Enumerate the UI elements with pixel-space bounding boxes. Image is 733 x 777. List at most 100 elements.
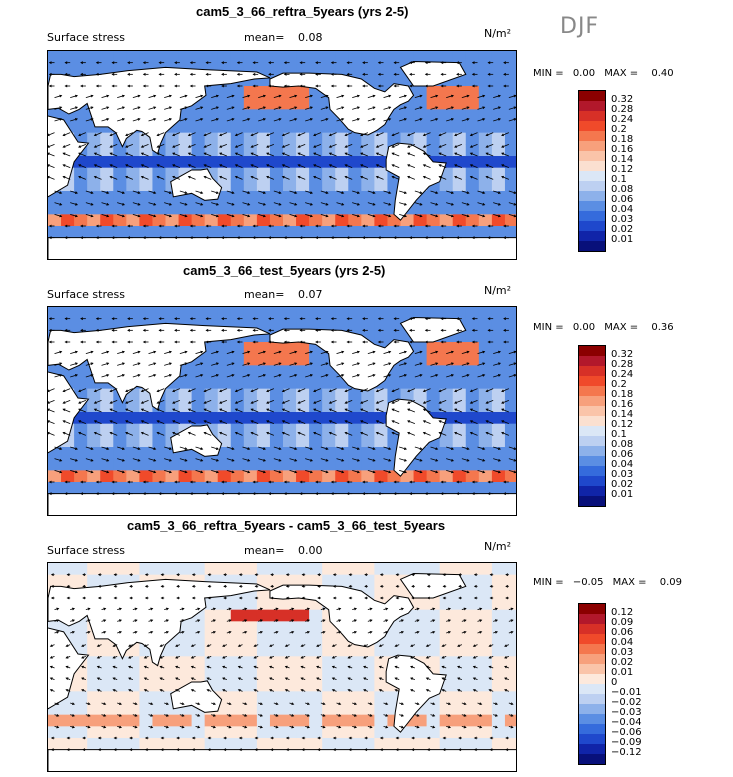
field-cell: [387, 74, 401, 87]
field-cell: [465, 609, 480, 622]
field-cell: [87, 482, 101, 495]
field-cell: [361, 423, 375, 436]
panel-1-map-svg: [48, 51, 516, 259]
wind-vector: [393, 317, 400, 321]
field-cell: [283, 179, 297, 192]
wind-vector: [132, 619, 138, 622]
wind-vector: [54, 374, 63, 378]
field-cell: [478, 644, 493, 657]
wind-vector: [179, 106, 188, 110]
field-cell: [217, 598, 232, 611]
wind-vector: [289, 374, 298, 378]
wind-vector: [266, 399, 275, 404]
wind-vector: [283, 328, 290, 332]
wind-vector: [65, 655, 71, 659]
wind-vector: [352, 607, 357, 611]
wind-vector: [132, 607, 138, 611]
wind-vector: [175, 644, 181, 647]
field-cell: [439, 226, 454, 239]
wind-vector: [172, 388, 181, 393]
field-cell: [204, 726, 219, 739]
land-mass: [48, 66, 271, 155]
wind-vector: [446, 202, 454, 206]
wind-vector: [383, 702, 389, 706]
field-cell: [126, 156, 140, 169]
field-cell: [439, 342, 454, 355]
field-cell: [335, 458, 349, 471]
field-cell: [465, 388, 480, 401]
field-cell: [465, 74, 480, 87]
wind-vector: [148, 714, 154, 717]
field-cell: [217, 121, 232, 134]
field-cell: [256, 482, 271, 495]
field-cell: [230, 144, 245, 157]
wind-vector: [49, 655, 55, 659]
field-cell: [283, 109, 297, 122]
wind-vector: [187, 175, 196, 180]
colorbar-swatch: [579, 744, 605, 754]
wind-vector: [409, 492, 415, 496]
field-cell: [269, 482, 284, 495]
wind-vector: [283, 84, 290, 88]
field-cell: [269, 202, 284, 215]
wind-vector: [219, 399, 228, 404]
field-cell: [113, 679, 127, 692]
wind-vector: [316, 644, 322, 647]
field-cell: [413, 458, 428, 471]
colorbar-tick-label: 0.04: [611, 204, 634, 215]
wind-vector: [132, 118, 141, 122]
wind-vector: [268, 328, 274, 332]
field-cell: [478, 191, 493, 204]
wind-vector: [407, 388, 416, 393]
wind-vector: [377, 340, 384, 344]
wind-vector: [270, 573, 274, 577]
wind-vector: [127, 340, 133, 344]
wind-vector: [258, 190, 266, 194]
wind-vector: [305, 458, 313, 462]
field-cell: [491, 458, 506, 471]
field-cell: [296, 377, 310, 390]
colorbar-tick-label: 0.24: [611, 114, 634, 125]
field-cell: [113, 482, 127, 495]
field-cell: [400, 132, 415, 145]
wind-vector: [442, 596, 447, 600]
wind-vector: [250, 175, 259, 180]
field-cell: [178, 109, 193, 122]
wind-vector: [125, 132, 134, 137]
wind-vector: [313, 164, 322, 169]
wind-vector: [422, 399, 431, 404]
field-cell: [348, 668, 362, 681]
panel-3-mean-label: mean=: [244, 544, 285, 557]
field-cell: [426, 144, 441, 157]
wind-vector: [174, 340, 180, 344]
wind-vector: [85, 607, 91, 611]
wind-vector: [203, 143, 212, 148]
wind-vector: [148, 619, 154, 622]
wind-vector: [127, 61, 133, 65]
field-cell: [87, 62, 101, 75]
wind-vector: [66, 748, 71, 752]
field-cell: [296, 703, 310, 716]
field-cell: [178, 470, 193, 483]
field-cell: [335, 51, 349, 64]
field-cell: [283, 644, 297, 657]
field-cell: [491, 342, 506, 355]
wind-vector: [410, 689, 416, 692]
field-cell: [309, 307, 323, 320]
wind-vector: [80, 224, 86, 228]
wind-vector: [347, 689, 353, 692]
field-cell: [256, 447, 271, 460]
field-cell: [87, 423, 101, 436]
field-cell: [178, 714, 193, 727]
field-cell: [178, 226, 193, 239]
wind-vector: [330, 84, 337, 88]
wind-vector: [273, 118, 282, 122]
wind-vector: [391, 152, 400, 157]
field-cell: [269, 563, 284, 576]
wind-vector: [111, 340, 118, 344]
wind-vector: [226, 469, 235, 474]
field-cell: [465, 51, 480, 64]
wind-vector: [236, 61, 243, 65]
wind-vector: [375, 399, 384, 404]
field-cell: [374, 132, 388, 145]
